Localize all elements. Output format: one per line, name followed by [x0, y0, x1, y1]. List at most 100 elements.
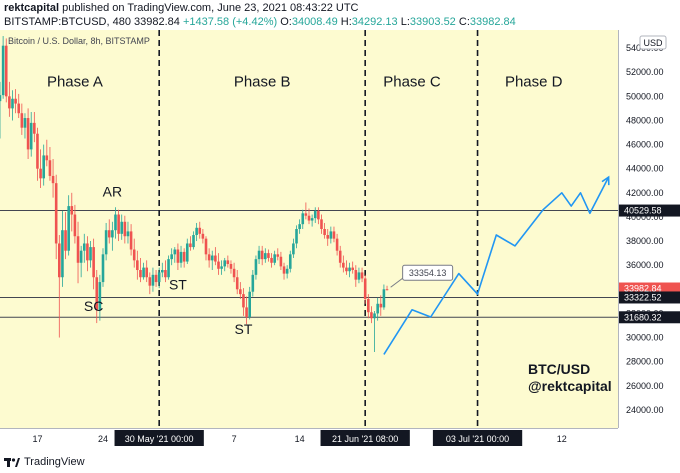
x-tick-label: 17 — [32, 434, 42, 444]
candle-body — [242, 294, 245, 308]
watermark-handle: @rektcapital — [528, 378, 612, 394]
price-callout-pointer — [390, 277, 403, 288]
projection-path — [383, 176, 610, 355]
last-price: 33982.84 — [134, 16, 180, 28]
candle-body — [157, 272, 161, 283]
candle-body — [376, 303, 379, 314]
candle-body — [304, 213, 308, 216]
candle-body — [20, 113, 24, 128]
candle-body — [170, 254, 173, 260]
candle-body — [235, 277, 239, 290]
candle-body — [285, 268, 289, 274]
candle-body — [357, 272, 361, 280]
y-tick-label: 24000.00 — [626, 405, 664, 415]
candle-body — [151, 274, 155, 286]
tradingview-logo-icon[interactable] — [4, 455, 20, 469]
candle-body — [14, 98, 17, 104]
candle-body — [367, 298, 370, 313]
level-price-tag — [619, 311, 680, 324]
candle-body — [58, 243, 61, 278]
author-name[interactable]: rektcapital — [4, 2, 60, 14]
tradingview-brand[interactable]: TradingView — [24, 456, 85, 468]
candle-body — [142, 267, 145, 278]
candle-body — [288, 254, 292, 269]
candle-body — [223, 260, 227, 267]
y-tick-label: 38000.00 — [626, 236, 664, 246]
candle-body — [36, 133, 39, 169]
candle-body — [54, 183, 58, 244]
candle-body — [39, 168, 42, 179]
candle-body — [345, 267, 348, 272]
candle-body — [0, 95, 2, 102]
close-value: 33982.84 — [469, 16, 516, 28]
candle-body — [29, 122, 33, 150]
y-tick-label: 42000.00 — [626, 188, 664, 198]
candle-body — [338, 250, 342, 263]
low-value: 33903.52 — [409, 16, 456, 28]
candle-body — [363, 278, 367, 299]
price-callout-box — [402, 264, 454, 281]
x-tick-label: 30 May '21 00:00 — [125, 434, 194, 444]
candle-body — [354, 270, 358, 280]
level-price-label: 40529.58 — [624, 206, 662, 216]
y-tick-label: 46000.00 — [626, 140, 664, 150]
low-label: L: — [400, 16, 410, 28]
level-price-tag — [619, 291, 680, 304]
candle-body — [204, 238, 208, 255]
candle-body — [126, 231, 130, 237]
candle-body — [332, 231, 336, 239]
candle-body — [310, 218, 314, 221]
ohlc-line: BITSTAMP:BTCUSD, 480 33982.84 +1437.58 (… — [4, 16, 516, 28]
x-tick-label: 21 Jun '21 08:00 — [332, 434, 398, 444]
candle-body — [192, 235, 195, 248]
candle-body — [167, 259, 170, 278]
candle-body — [101, 254, 105, 283]
phase-label: Phase C — [383, 74, 441, 91]
candle-body — [282, 266, 286, 274]
candle-body — [198, 227, 202, 234]
candle-body — [370, 312, 373, 319]
candle-body — [161, 270, 164, 273]
x-tick-label: 14 — [295, 434, 305, 444]
candle-body — [360, 272, 364, 279]
candle-body — [114, 214, 117, 231]
candle-body — [23, 118, 27, 128]
candle-body — [33, 122, 36, 134]
candle-body — [67, 206, 70, 251]
candle-body — [270, 257, 273, 263]
candle-body — [64, 230, 67, 251]
publish-info: published on TradingView.com, June 23, 2… — [62, 2, 359, 14]
symbol-label: BITSTAMP:BTCUSD, 480 — [4, 16, 131, 28]
candle-body — [307, 215, 311, 221]
candle-body — [267, 253, 270, 258]
candle-body — [26, 118, 30, 150]
candle-body — [382, 289, 386, 308]
candle-body — [195, 227, 198, 236]
candle-body — [42, 155, 45, 179]
candle-body — [17, 103, 21, 114]
candle-body — [182, 251, 186, 262]
price-chart[interactable]: Bitcoin / U.S. Dollar, 8h, BITSTAMP Phase… — [0, 30, 680, 452]
candle-body — [179, 251, 183, 263]
y-tick-label: 50000.00 — [626, 91, 664, 101]
chart-header: rektcapital published on TradingView.com… — [0, 0, 680, 30]
candle-body — [45, 155, 49, 161]
candle-body — [148, 277, 152, 286]
x-tick-label: 24 — [98, 434, 108, 444]
candle-body — [257, 250, 261, 260]
candle-body — [229, 263, 233, 269]
candle-body — [329, 231, 333, 239]
candle-body — [104, 230, 108, 255]
candle-body — [79, 250, 83, 263]
price-callout-text: 33354.13 — [409, 268, 447, 278]
candle-body — [210, 255, 214, 261]
candle-body — [117, 214, 120, 234]
projection-arrowhead — [601, 175, 610, 186]
level-price-label: 33322.52 — [624, 292, 662, 302]
candle-body — [301, 213, 305, 225]
footer: TradingView — [0, 452, 680, 473]
candle-body — [295, 229, 298, 244]
candle-body — [139, 270, 142, 278]
candle-body — [92, 247, 95, 278]
candle-body — [145, 267, 148, 278]
